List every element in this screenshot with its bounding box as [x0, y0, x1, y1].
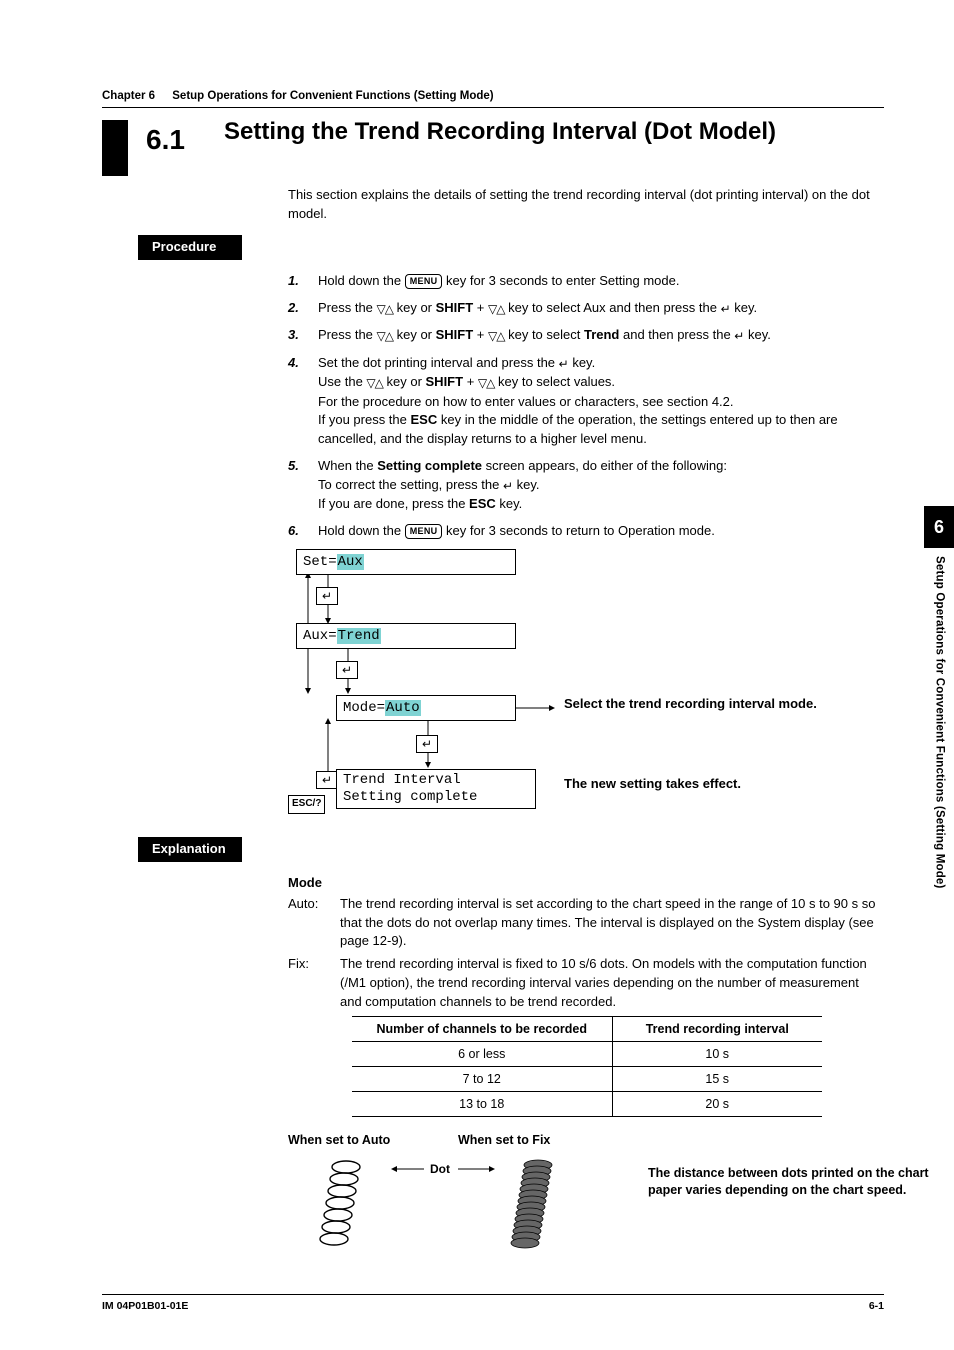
step-2: 2. Press the ▽△ key or SHIFT + ▽△ key to…	[288, 299, 884, 318]
dot-figure: When set to Auto When set to Fix Dot	[288, 1131, 884, 1261]
enter-key-icon: ↵	[559, 356, 569, 373]
chapter-label: Chapter 6	[102, 90, 155, 102]
table-header: Number of channels to be recorded	[352, 1016, 612, 1041]
enter-icon: ↵	[316, 587, 338, 605]
dot-note: The distance between dots printed on the…	[648, 1165, 948, 1199]
section-intro: This section explains the details of set…	[288, 186, 884, 224]
step-number: 5.	[288, 457, 308, 514]
step-body: When the Setting complete screen appears…	[318, 457, 884, 514]
step-body: Set the dot printing interval and press …	[318, 354, 884, 449]
lcd-complete: Trend Interval Setting complete	[336, 769, 536, 809]
table-row: 6 or less10 s	[352, 1041, 822, 1066]
mode-key: Auto:	[288, 895, 334, 952]
table-header-row: Number of channels to be recorded Trend …	[352, 1016, 822, 1041]
esc-key-icon: ESC/?	[288, 795, 325, 814]
table-row: 13 to 1820 s	[352, 1092, 822, 1117]
title-block-icon	[102, 120, 128, 176]
caption-auto: When set to Auto	[288, 1131, 390, 1149]
side-tab-text: Setup Operations for Convenient Function…	[924, 548, 954, 897]
explanation-body: Mode Auto: The trend recording interval …	[288, 874, 884, 1117]
side-tab-number: 6	[924, 506, 954, 548]
step-body: Hold down the MENU key for 3 seconds to …	[318, 272, 884, 291]
enter-key-icon: ↵	[721, 301, 731, 318]
section-title-row: 6.1 Setting the Trend Recording Interval…	[102, 118, 884, 176]
lcd-aux: Aux=Trend	[296, 623, 516, 649]
menu-key-icon: MENU	[405, 524, 443, 539]
updown-key-icon: ▽△	[377, 328, 393, 345]
dot-arrow-icon: Dot	[388, 1161, 498, 1177]
lcd-mode: Mode=Auto	[336, 695, 516, 721]
explanation-label: Explanation	[138, 837, 242, 862]
lcd-set: Set=Aux	[296, 549, 516, 575]
updown-key-icon: ▽△	[488, 301, 504, 318]
spring-auto-icon	[318, 1159, 378, 1259]
mode-auto-row: Auto: The trend recording interval is se…	[288, 895, 884, 952]
updown-key-icon: ▽△	[488, 328, 504, 345]
step-5: 5. When the Setting complete screen appe…	[288, 457, 884, 514]
page-footer: IM 04P01B01-01E 6-1	[102, 1294, 884, 1314]
step-number: 4.	[288, 354, 308, 449]
chapter-title: Setup Operations for Convenient Function…	[172, 90, 493, 102]
mode-heading: Mode	[288, 874, 884, 893]
mode-fix-row: Fix: The trend recording interval is fix…	[288, 955, 884, 1012]
step-4: 4. Set the dot printing interval and pre…	[288, 354, 884, 449]
step-number: 1.	[288, 272, 308, 291]
section-number: 6.1	[146, 118, 206, 161]
menu-flow-diagram: Set=Aux ↵ Aux=Trend ↵ Mode=Auto ↵ ↵ ESC/…	[288, 549, 884, 829]
spring-fix-icon	[508, 1159, 568, 1259]
step-number: 3.	[288, 326, 308, 345]
section-title: Setting the Trend Recording Interval (Do…	[224, 118, 884, 146]
header-rule	[102, 107, 884, 108]
chapter-header: Chapter 6 Setup Operations for Convenien…	[102, 88, 884, 105]
step-body: Press the ▽△ key or SHIFT + ▽△ key to se…	[318, 299, 884, 318]
updown-key-icon: ▽△	[377, 301, 393, 318]
step-number: 6.	[288, 522, 308, 541]
caption-fix: When set to Fix	[458, 1131, 550, 1149]
mode-key: Fix:	[288, 955, 334, 1012]
table-header: Trend recording interval	[612, 1016, 822, 1041]
updown-key-icon: ▽△	[478, 375, 494, 392]
step-6: 6. Hold down the MENU key for 3 seconds …	[288, 522, 884, 541]
interval-table: Number of channels to be recorded Trend …	[352, 1016, 822, 1118]
table-row: 7 to 1215 s	[352, 1067, 822, 1092]
procedure-steps: 1. Hold down the MENU key for 3 seconds …	[288, 272, 884, 541]
enter-icon: ↵	[336, 661, 358, 679]
mode-text: The trend recording interval is set acco…	[340, 895, 884, 952]
mode-text: The trend recording interval is fixed to…	[340, 955, 884, 1012]
enter-icon: ↵	[416, 735, 438, 753]
diagram-label-mode: Select the trend recording interval mode…	[564, 695, 824, 714]
step-1: 1. Hold down the MENU key for 3 seconds …	[288, 272, 884, 291]
footer-left: IM 04P01B01-01E	[102, 1299, 188, 1314]
step-number: 2.	[288, 299, 308, 318]
menu-key-icon: MENU	[405, 274, 443, 289]
side-tab: 6 Setup Operations for Convenient Functi…	[924, 506, 954, 897]
enter-key-icon: ↵	[503, 478, 513, 495]
step-body: Hold down the MENU key for 3 seconds to …	[318, 522, 884, 541]
diagram-label-effect: The new setting takes effect.	[564, 775, 824, 794]
procedure-label: Procedure	[138, 235, 242, 260]
enter-key-icon: ↵	[734, 328, 744, 345]
svg-text:Dot: Dot	[430, 1162, 450, 1176]
enter-icon: ↵	[316, 771, 338, 789]
updown-key-icon: ▽△	[366, 375, 382, 392]
footer-right: 6-1	[869, 1299, 884, 1314]
step-3: 3. Press the ▽△ key or SHIFT + ▽△ key to…	[288, 326, 884, 345]
dot-label: Dot	[388, 1161, 498, 1179]
step-body: Press the ▽△ key or SHIFT + ▽△ key to se…	[318, 326, 884, 345]
